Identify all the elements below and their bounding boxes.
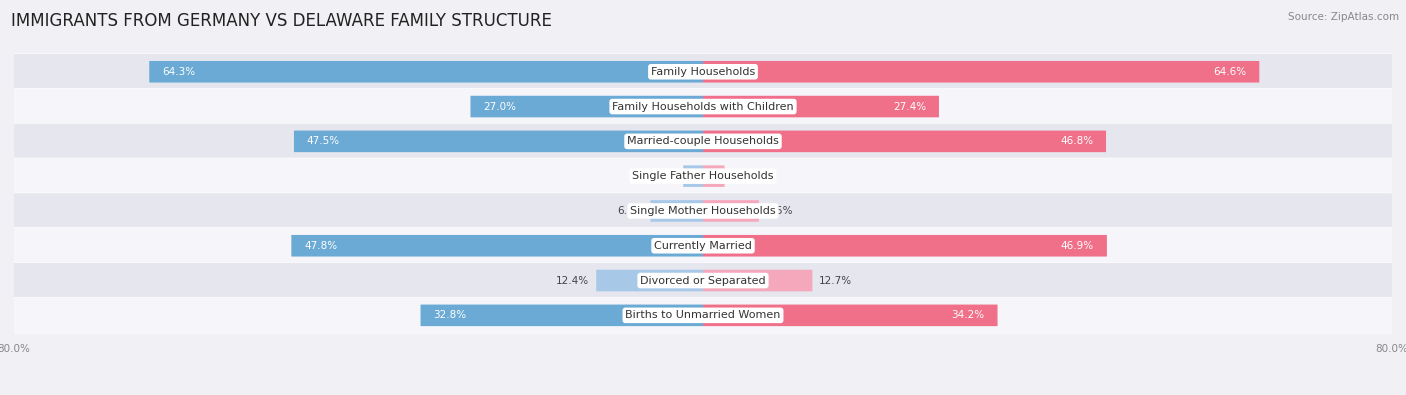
- FancyBboxPatch shape: [703, 270, 813, 292]
- Text: Births to Unmarried Women: Births to Unmarried Women: [626, 310, 780, 320]
- Text: 27.0%: 27.0%: [484, 102, 516, 111]
- FancyBboxPatch shape: [703, 166, 724, 187]
- FancyBboxPatch shape: [420, 305, 703, 326]
- Text: Single Mother Households: Single Mother Households: [630, 206, 776, 216]
- Text: Married-couple Households: Married-couple Households: [627, 136, 779, 147]
- FancyBboxPatch shape: [703, 61, 1260, 83]
- Text: 34.2%: 34.2%: [952, 310, 984, 320]
- FancyBboxPatch shape: [14, 193, 1392, 229]
- FancyBboxPatch shape: [14, 88, 1392, 125]
- Text: 46.8%: 46.8%: [1060, 136, 1092, 147]
- FancyBboxPatch shape: [294, 131, 703, 152]
- FancyBboxPatch shape: [14, 228, 1392, 264]
- FancyBboxPatch shape: [651, 200, 703, 222]
- FancyBboxPatch shape: [703, 96, 939, 117]
- Text: 12.4%: 12.4%: [557, 276, 589, 286]
- Text: 6.5%: 6.5%: [766, 206, 793, 216]
- Text: 2.5%: 2.5%: [731, 171, 758, 181]
- FancyBboxPatch shape: [703, 131, 1107, 152]
- Text: 32.8%: 32.8%: [433, 310, 467, 320]
- Text: 2.3%: 2.3%: [650, 171, 676, 181]
- Text: 47.5%: 47.5%: [307, 136, 340, 147]
- Text: Family Households: Family Households: [651, 67, 755, 77]
- Text: 27.4%: 27.4%: [893, 102, 927, 111]
- FancyBboxPatch shape: [149, 61, 703, 83]
- Text: IMMIGRANTS FROM GERMANY VS DELAWARE FAMILY STRUCTURE: IMMIGRANTS FROM GERMANY VS DELAWARE FAMI…: [11, 12, 553, 30]
- Text: 46.9%: 46.9%: [1062, 241, 1094, 251]
- FancyBboxPatch shape: [14, 158, 1392, 194]
- FancyBboxPatch shape: [14, 297, 1392, 333]
- FancyBboxPatch shape: [703, 200, 759, 222]
- Text: 64.6%: 64.6%: [1213, 67, 1246, 77]
- Text: 6.1%: 6.1%: [617, 206, 644, 216]
- FancyBboxPatch shape: [703, 235, 1107, 256]
- Text: Source: ZipAtlas.com: Source: ZipAtlas.com: [1288, 12, 1399, 22]
- FancyBboxPatch shape: [291, 235, 703, 256]
- Text: 12.7%: 12.7%: [820, 276, 852, 286]
- FancyBboxPatch shape: [14, 54, 1392, 90]
- FancyBboxPatch shape: [14, 262, 1392, 299]
- Text: Family Households with Children: Family Households with Children: [612, 102, 794, 111]
- Text: Single Father Households: Single Father Households: [633, 171, 773, 181]
- Text: Divorced or Separated: Divorced or Separated: [640, 276, 766, 286]
- FancyBboxPatch shape: [471, 96, 703, 117]
- FancyBboxPatch shape: [596, 270, 703, 292]
- Text: 47.8%: 47.8%: [304, 241, 337, 251]
- FancyBboxPatch shape: [14, 123, 1392, 160]
- FancyBboxPatch shape: [683, 166, 703, 187]
- Text: Currently Married: Currently Married: [654, 241, 752, 251]
- FancyBboxPatch shape: [703, 305, 997, 326]
- Text: 64.3%: 64.3%: [162, 67, 195, 77]
